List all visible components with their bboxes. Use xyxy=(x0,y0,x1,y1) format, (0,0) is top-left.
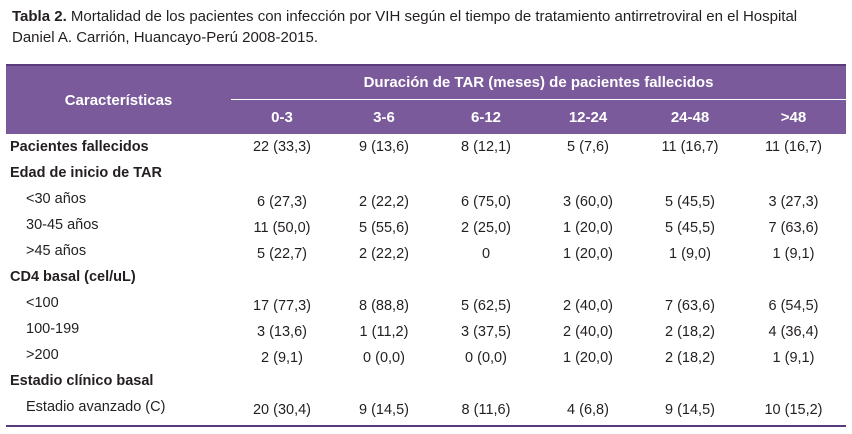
table-cell: 7 (63,6) xyxy=(665,298,715,314)
row-label: 100-199 xyxy=(26,321,80,337)
table-cell: 8 (12,1) xyxy=(461,139,511,155)
table-cell: 2 (22,2) xyxy=(359,246,409,262)
table-bottom-rule xyxy=(6,425,846,427)
table-cell: 8 (88,8) xyxy=(359,298,409,314)
table-cell: 9 (14,5) xyxy=(359,402,409,418)
table-row: >200 2 (9,1) 0 (0,0) 0 (0,0) 1 (20,0) 2 (18,2… xyxy=(6,342,846,368)
column-header: >48 xyxy=(780,108,807,126)
section-row: Estadio clínico basal xyxy=(6,368,846,394)
column-header: 0-3 xyxy=(271,108,293,126)
table-cell: 3 (13,6) xyxy=(257,324,307,340)
table-cell: 10 (15,2) xyxy=(764,402,823,418)
table-cell: 11 (16,7) xyxy=(765,139,822,155)
table-row: <100 17 (77,3) 8 (88,8) 5 (62,5) 2 (40,0) 7 (… xyxy=(6,290,846,316)
table-header: Características Duración de TAR (meses) … xyxy=(6,66,846,134)
table-cell: 2 (9,1) xyxy=(261,350,303,366)
table-cell: 5 (7,6) xyxy=(567,139,609,155)
table-row: Estadio avanzado (C) 20 (30,4) 9 (14,5) 8 (… xyxy=(6,394,846,420)
table-row: 30-45 años 11 (50,0) 5 (55,6) 2 (25,0) 1 (20… xyxy=(6,212,846,238)
header-characteristics: Características xyxy=(64,91,173,109)
table-cell: 4 (6,8) xyxy=(567,402,609,418)
table-cell: 1 (20,0) xyxy=(563,220,613,236)
table-cell: 3 (60,0) xyxy=(563,194,613,210)
table-cell: 1 (9,0) xyxy=(669,246,711,262)
table-cell: 2 (40,0) xyxy=(563,324,613,340)
header-divider xyxy=(231,99,846,100)
table-cell: 2 (22,2) xyxy=(359,194,409,210)
table-row: 100-199 3 (13,6) 1 (11,2) 3 (37,5) 2 (40,0) 2… xyxy=(6,316,846,342)
table-cell: 7 (63,6) xyxy=(768,220,819,236)
table-cell: 22 (33,3) xyxy=(252,139,312,155)
table-cell: 20 (30,4) xyxy=(252,402,312,418)
table-cell: 5 (62,5) xyxy=(461,298,511,314)
table-cell: 1 (9,1) xyxy=(772,350,815,366)
table-row: >45 años 5 (22,7) 2 (22,2) 0 1 (20,0) 1 (9,0)… xyxy=(6,238,846,264)
table-cell: 11 (16,7) xyxy=(661,139,719,155)
table-cell: 2 (18,2) xyxy=(665,350,715,366)
table-row: <30 años 6 (27,3) 2 (22,2) 6 (75,0) 3 (60,0)… xyxy=(6,186,846,212)
row-label: Edad de inicio de TAR xyxy=(10,165,162,181)
table-cell: 8 (11,6) xyxy=(461,402,511,418)
table-cell: 11 (50,0) xyxy=(253,220,311,236)
table-cell: 17 (77,3) xyxy=(252,298,312,314)
row-label: >200 xyxy=(26,347,59,363)
table-cell: 0 (0,0) xyxy=(465,350,507,366)
table-cell: 3 (27,3) xyxy=(768,194,819,210)
row-label: <100 xyxy=(26,295,59,311)
section-row: CD4 basal (cel/uL) xyxy=(6,264,846,290)
table-cell: 5 (45,5) xyxy=(665,194,715,210)
table-cell: 1 (9,1) xyxy=(772,246,815,262)
column-header: 24-48 xyxy=(670,108,710,126)
column-header: 3-6 xyxy=(373,108,395,126)
table-top-rule xyxy=(6,64,846,66)
table-cell: 1 (11,2) xyxy=(359,324,409,340)
row-label: CD4 basal (cel/uL) xyxy=(10,269,136,285)
table-cell: 9 (13,6) xyxy=(359,139,409,155)
table-cell: 2 (18,2) xyxy=(665,324,715,340)
table-cell: 2 (25,0) xyxy=(461,220,511,236)
table-cell: 1 (20,0) xyxy=(563,350,613,366)
table-cell: 0 xyxy=(481,246,491,262)
caption-prefix: Tabla 2. xyxy=(12,8,67,25)
row-label: >45 años xyxy=(26,243,87,259)
row-label: Estadio clínico basal xyxy=(10,373,154,389)
table-cell: 1 (20,0) xyxy=(563,246,613,262)
table-cell: 6 (54,5) xyxy=(768,298,819,314)
header-group-title: Duración de TAR (meses) de pacientes fal… xyxy=(363,74,714,91)
table-cell: 6 (75,0) xyxy=(461,194,511,210)
table-body: Pacientes fallecidos 22 (33,3) 9 (13,6) 8 (… xyxy=(6,134,846,420)
column-header: 6-12 xyxy=(470,108,502,126)
section-row: Pacientes fallecidos 22 (33,3) 9 (13,6) 8 (… xyxy=(6,134,846,160)
table-cell: 5 (55,6) xyxy=(359,220,409,236)
row-label: Estadio avanzado (C) xyxy=(26,399,166,415)
table-cell: 9 (14,5) xyxy=(665,402,715,418)
table-cell: 6 (27,3) xyxy=(257,194,307,210)
row-label: <30 años xyxy=(26,191,87,207)
column-header: 12-24 xyxy=(568,108,608,126)
row-label: 30-45 años xyxy=(26,217,99,233)
row-label: Pacientes fallecidos xyxy=(10,139,149,155)
table-cell: 3 (37,5) xyxy=(461,324,511,340)
caption-text: Mortalidad de los pacientes con infecció… xyxy=(12,8,798,46)
table-cell: 0 (0,0) xyxy=(363,350,405,366)
table-cell: 2 (40,0) xyxy=(563,298,613,314)
section-row: Edad de inicio de TAR xyxy=(6,160,846,186)
table-cell: 5 (22,7) xyxy=(257,246,307,262)
table-cell: 5 (45,5) xyxy=(665,220,715,236)
table-cell: 4 (36,4) xyxy=(768,324,819,340)
table-caption: Tabla 2. Mortalidad de los pacientes con… xyxy=(12,6,842,48)
